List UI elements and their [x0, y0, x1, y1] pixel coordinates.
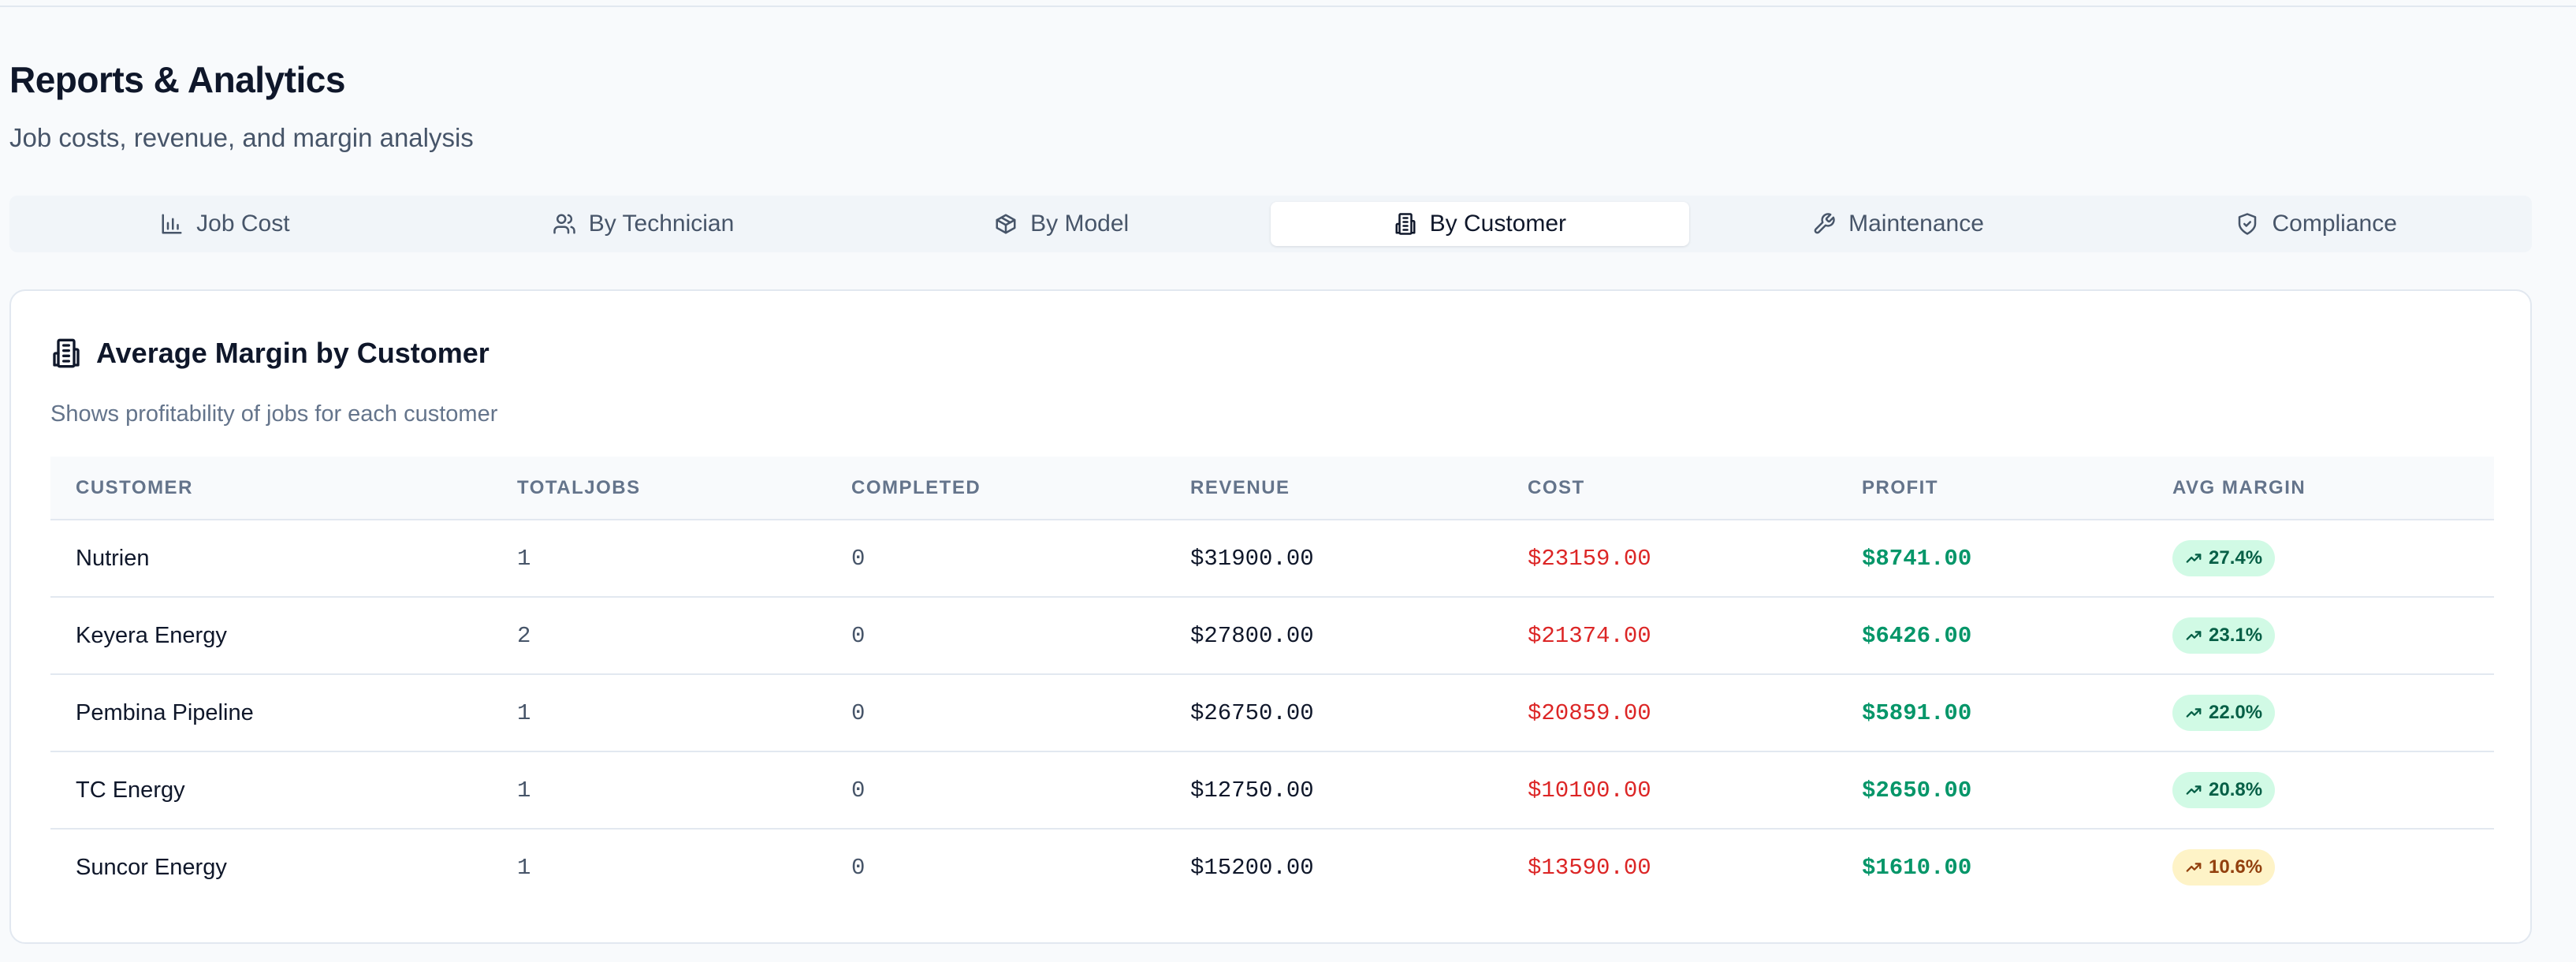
total-jobs-cell: 2 [492, 597, 826, 675]
building-icon [53, 338, 80, 368]
trending-up-icon [2185, 781, 2202, 799]
tab-by-customer[interactable]: By Customer [1271, 202, 1689, 246]
tab-compliance[interactable]: Compliance [2107, 202, 2526, 246]
cost-cell: $13590.00 [1528, 854, 1651, 881]
customer-cell: Pembina Pipeline [50, 674, 492, 752]
table-row[interactable]: Keyera Energy 2 0 $27800.00 $21374.00 $6426.0… [50, 597, 2494, 675]
revenue-cell: $27800.00 [1165, 597, 1502, 675]
column-header-revenue[interactable]: REVENUE [1165, 457, 1502, 520]
customer-margin-table: CUSTOMER TOTALJOBS COMPLETED REVENUE COS… [50, 457, 2494, 905]
total-jobs-cell: 1 [492, 751, 826, 830]
margin-value: 22.0% [2209, 702, 2263, 723]
trending-up-icon [2185, 627, 2202, 644]
avg-margin-cell: 20.8% [2147, 751, 2494, 830]
total-jobs-cell: 1 [492, 674, 826, 752]
tab-label: By Model [1030, 211, 1130, 237]
box-icon [996, 214, 1016, 234]
margin-value: 20.8% [2209, 779, 2263, 800]
margin-badge: 10.6% [2172, 849, 2276, 886]
customer-cell: Keyera Energy [50, 597, 492, 675]
total-jobs-cell: 1 [517, 854, 531, 881]
completed-cell: 0 [851, 854, 865, 881]
tab-label: By Customer [1429, 211, 1567, 237]
column-header-completed[interactable]: COMPLETED [826, 457, 1165, 520]
tab-by-technician[interactable]: By Technician [434, 202, 853, 246]
table-row[interactable]: Pembina Pipeline 1 0 $26750.00 $20859.00 $589… [50, 674, 2494, 752]
customer-cell: Suncor Energy [76, 854, 227, 880]
building-icon [1395, 213, 1416, 235]
avg-margin-cell: 10.6% [2147, 829, 2494, 905]
bar-chart-icon [162, 214, 182, 234]
trending-up-icon [2185, 859, 2202, 876]
tab-label: Compliance [2272, 211, 2397, 237]
avg-margin-cell: 22.0% [2147, 674, 2494, 752]
trending-up-icon [2185, 550, 2202, 567]
table-row[interactable]: TC Energy 1 0 $12750.00 $10100.00 $2650.00 20.… [50, 751, 2494, 830]
profit-cell: $1610.00 [1862, 854, 1972, 881]
table-header-row: CUSTOMER TOTALJOBS COMPLETED REVENUE COS… [50, 457, 2494, 520]
tab-by-model[interactable]: By Model [852, 202, 1271, 246]
top-divider [0, 6, 2576, 7]
profit-cell: $6426.00 [1837, 597, 2147, 675]
revenue-cell: $26750.00 [1165, 674, 1502, 752]
table-row[interactable]: Suncor Energy 1 0 $15200.00 $13590.00 $1610.0… [50, 829, 2494, 905]
margin-badge: 20.8% [2172, 772, 2276, 808]
tab-maintenance[interactable]: Maintenance [1689, 202, 2108, 246]
margin-badge: 23.1% [2172, 617, 2276, 654]
profit-cell: $5891.00 [1837, 674, 2147, 752]
tab-label: Maintenance [1848, 211, 1984, 237]
card-title: Average Margin by Customer [50, 337, 490, 370]
margin-badge: 27.4% [2172, 540, 2276, 576]
column-header-avg-margin[interactable]: AVG MARGIN [2147, 457, 2494, 520]
tab-label: Job Cost [196, 211, 290, 237]
card-title-text: Average Margin by Customer [96, 337, 490, 369]
report-tabs: Job Cost By Technician By Model By Custo… [9, 196, 2532, 252]
trending-up-icon [2185, 704, 2202, 722]
profit-cell: $8741.00 [1837, 520, 2147, 598]
margin-value: 10.6% [2209, 856, 2263, 878]
completed-cell: 0 [826, 751, 1165, 830]
avg-margin-cell: 27.4% [2147, 520, 2494, 598]
customer-cell: Nutrien [50, 520, 492, 598]
cost-cell: $20859.00 [1502, 674, 1837, 752]
total-jobs-cell: 1 [492, 520, 826, 598]
column-header-customer[interactable]: CUSTOMER [50, 457, 492, 520]
card-description: Shows profitability of jobs for each cus… [50, 401, 498, 427]
margin-value: 27.4% [2209, 547, 2263, 569]
profit-cell: $2650.00 [1837, 751, 2147, 830]
revenue-cell: $31900.00 [1165, 520, 1502, 598]
column-header-cost[interactable]: COST [1502, 457, 1837, 520]
cost-cell: $23159.00 [1502, 520, 1837, 598]
customer-margin-card: Average Margin by Customer Shows profita… [9, 289, 2532, 944]
margin-badge: 22.0% [2172, 695, 2276, 731]
completed-cell: 0 [826, 520, 1165, 598]
completed-cell: 0 [826, 597, 1165, 675]
column-header-profit[interactable]: PROFIT [1837, 457, 2147, 520]
shield-check-icon [2239, 213, 2257, 235]
completed-cell: 0 [826, 674, 1165, 752]
cost-cell: $10100.00 [1502, 751, 1837, 830]
cost-cell: $21374.00 [1502, 597, 1837, 675]
users-icon [553, 214, 575, 234]
table-row[interactable]: Nutrien 1 0 $31900.00 $23159.00 $8741.00 27.4% [50, 520, 2494, 598]
page-title: Reports & Analytics [9, 59, 345, 100]
tab-job-cost[interactable]: Job Cost [16, 202, 434, 246]
wrench-icon [1814, 213, 1835, 234]
revenue-cell: $12750.00 [1165, 751, 1502, 830]
revenue-cell: $15200.00 [1190, 854, 1314, 881]
margin-value: 23.1% [2209, 625, 2263, 646]
page-subtitle: Job costs, revenue, and margin analysis [9, 123, 474, 152]
customer-cell: TC Energy [50, 751, 492, 830]
column-header-total-jobs[interactable]: TOTALJOBS [492, 457, 826, 520]
tab-label: By Technician [588, 211, 735, 237]
avg-margin-cell: 23.1% [2147, 597, 2494, 675]
